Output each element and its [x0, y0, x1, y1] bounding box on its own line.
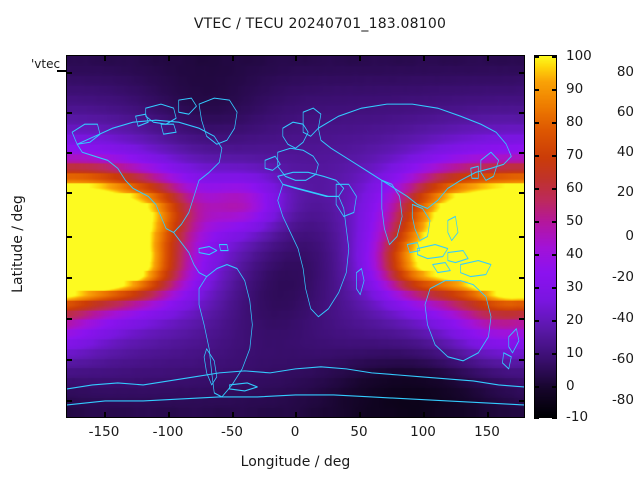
cbar-label-80: 80 [566, 114, 584, 130]
x-tick-top-m150 [104, 55, 106, 61]
cbar-label-20: 20 [566, 312, 584, 328]
cbar-tick-40 [534, 254, 539, 256]
x-tick-label-m100: -100 [152, 424, 184, 440]
y-tick-m40 [66, 318, 72, 320]
x-tick-label-150: 150 [474, 424, 500, 440]
cbar-label-0: 0 [566, 378, 575, 394]
y-tick-right-0 [519, 236, 525, 238]
y-tick-right-m40 [519, 318, 525, 320]
x-tick-100 [423, 412, 425, 418]
y-tick-m60 [66, 359, 72, 361]
cbar-tick-100 [534, 56, 539, 58]
x-tick-label-m50: -50 [220, 424, 244, 440]
cbar-tick-80 [534, 122, 539, 124]
cbar-tick-right-30 [552, 287, 557, 289]
y-tick-0 [66, 236, 72, 238]
cbar-tick-right-20 [552, 320, 557, 322]
x-tick-m50 [232, 412, 234, 418]
y-tick-label-m40: -40 [611, 310, 634, 326]
cbar-tick-right-0 [552, 386, 557, 388]
colorbar-gradient [535, 56, 556, 417]
x-tick-top-150 [487, 55, 489, 61]
y-tick-label-0: 0 [625, 228, 634, 244]
cbar-label-10: 10 [566, 345, 584, 361]
cbar-tick-60 [534, 188, 539, 190]
cbar-tick-10 [534, 353, 539, 355]
cbar-label-50: 50 [566, 213, 584, 229]
y-tick-right-20 [519, 192, 525, 194]
x-tick-top-m50 [232, 55, 234, 61]
y-tick-label-80: 80 [616, 64, 634, 80]
y-tick-right-60 [519, 112, 525, 114]
map-plot-area[interactable] [66, 55, 525, 418]
y-tick-right-m20 [519, 277, 525, 279]
y-tick-20 [66, 192, 72, 194]
cbar-tick-right-90 [552, 89, 557, 91]
y-tick-label-60: 60 [616, 104, 634, 120]
x-axis-title: Longitude / deg [240, 454, 351, 470]
cbar-label-70: 70 [566, 147, 584, 163]
stray-legend-key-text: 'vtec_ [31, 57, 67, 71]
stray-legend-key-line [57, 70, 67, 72]
cbar-tick-right-70 [552, 155, 557, 157]
x-tick-label-m150: -150 [88, 424, 120, 440]
cbar-tick-right-50 [552, 221, 557, 223]
y-tick-right-m80 [519, 400, 525, 402]
cbar-tick-right-m10 [552, 417, 557, 419]
cbar-tick-70 [534, 155, 539, 157]
y-tick-label-m80: -80 [611, 392, 634, 408]
cbar-label-40: 40 [566, 246, 584, 262]
y-tick-m80 [66, 400, 72, 402]
x-tick-150 [487, 412, 489, 418]
x-tick-0 [295, 412, 297, 418]
y-tick-label-40: 40 [616, 144, 634, 160]
x-tick-label-0: 0 [290, 424, 300, 440]
x-tick-50 [359, 412, 361, 418]
cbar-label-90: 90 [566, 81, 584, 97]
page-title: VTEC / TECU 20240701_183.08100 [193, 16, 447, 32]
y-tick-right-80 [519, 72, 525, 74]
x-tick-label-50: 50 [350, 424, 368, 440]
x-tick-m100 [168, 412, 170, 418]
cbar-tick-right-60 [552, 188, 557, 190]
x-tick-top-100 [423, 55, 425, 61]
x-tick-top-50 [359, 55, 361, 61]
y-tick-m20 [66, 277, 72, 279]
cbar-tick-90 [534, 89, 539, 91]
y-tick-40 [66, 152, 72, 154]
x-tick-top-m100 [168, 55, 170, 61]
cbar-tick-right-40 [552, 254, 557, 256]
cbar-tick-20 [534, 320, 539, 322]
cbar-label-30: 30 [566, 279, 584, 295]
colorbar[interactable] [534, 55, 557, 418]
y-tick-80 [66, 72, 72, 74]
cbar-tick-right-80 [552, 122, 557, 124]
cbar-tick-0 [534, 386, 539, 388]
x-tick-m150 [104, 412, 106, 418]
x-tick-label-100: 100 [410, 424, 436, 440]
y-axis-title: Latitude / deg [10, 195, 26, 293]
y-tick-60 [66, 112, 72, 114]
cbar-tick-50 [534, 221, 539, 223]
cbar-label-m10: -10 [566, 409, 589, 425]
cbar-label-60: 60 [566, 180, 584, 196]
cbar-tick-right-100 [552, 56, 557, 58]
y-tick-right-m60 [519, 359, 525, 361]
cbar-tick-30 [534, 287, 539, 289]
y-tick-label-m60: -60 [611, 351, 634, 367]
y-tick-label-m20: -20 [611, 269, 634, 285]
y-tick-label-20: 20 [616, 184, 634, 200]
x-tick-top-0 [295, 55, 297, 61]
coastline-overlay [67, 97, 524, 406]
y-tick-right-40 [519, 152, 525, 154]
cbar-tick-right-10 [552, 353, 557, 355]
cbar-label-100: 100 [566, 48, 592, 64]
cbar-tick-m10 [534, 417, 539, 419]
